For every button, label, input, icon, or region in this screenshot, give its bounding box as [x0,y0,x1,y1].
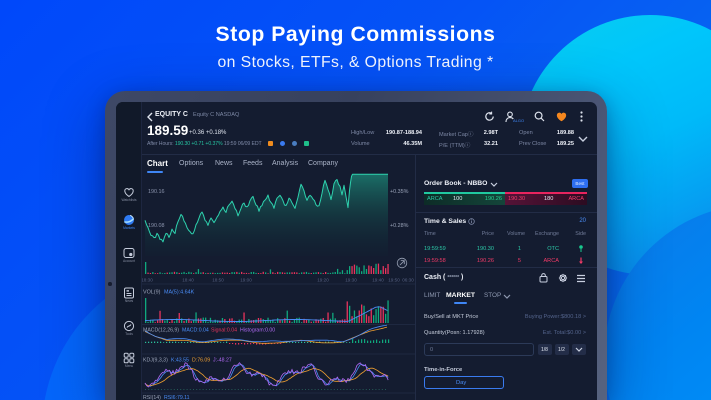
svg-text:18:50: 18:50 [212,278,224,283]
svg-text:19:40: 19:40 [372,278,384,283]
svg-text:+0.28%: +0.28% [390,223,409,229]
svg-text:RSI(14): RSI(14) [143,395,161,400]
svg-text:19:00: 19:00 [240,278,252,283]
svg-text:Signal:0.04: Signal:0.04 [211,328,237,334]
svg-text:J:-48.27: J:-48.27 [213,358,232,364]
svg-text:190.16: 190.16 [148,189,165,195]
svg-text:K:43.55: K:43.55 [171,358,189,364]
svg-text:+0.35%: +0.35% [390,189,409,195]
svg-text:19:20: 19:20 [317,278,329,283]
svg-text:MACD(12,26,9): MACD(12,26,9) [143,328,179,334]
svg-text:06:30: 06:30 [402,278,414,283]
svg-text:18:30: 18:30 [142,278,153,283]
svg-text:190.08: 190.08 [148,223,165,229]
svg-text:MACD:0.04: MACD:0.04 [182,328,209,334]
svg-text:KDJ(9,3,3): KDJ(9,3,3) [143,358,168,364]
svg-text:MA(5):4.64K: MA(5):4.64K [164,290,195,296]
svg-text:Histogram:0.00: Histogram:0.00 [240,328,275,334]
svg-text:VOL(9): VOL(9) [143,290,161,296]
svg-text:RSI6:79.11: RSI6:79.11 [164,395,190,400]
svg-text:D:76.09: D:76.09 [192,358,210,364]
svg-text:18:40: 18:40 [182,278,194,283]
svg-text:19:50: 19:50 [388,278,400,283]
svg-text:19:30: 19:30 [345,278,357,283]
